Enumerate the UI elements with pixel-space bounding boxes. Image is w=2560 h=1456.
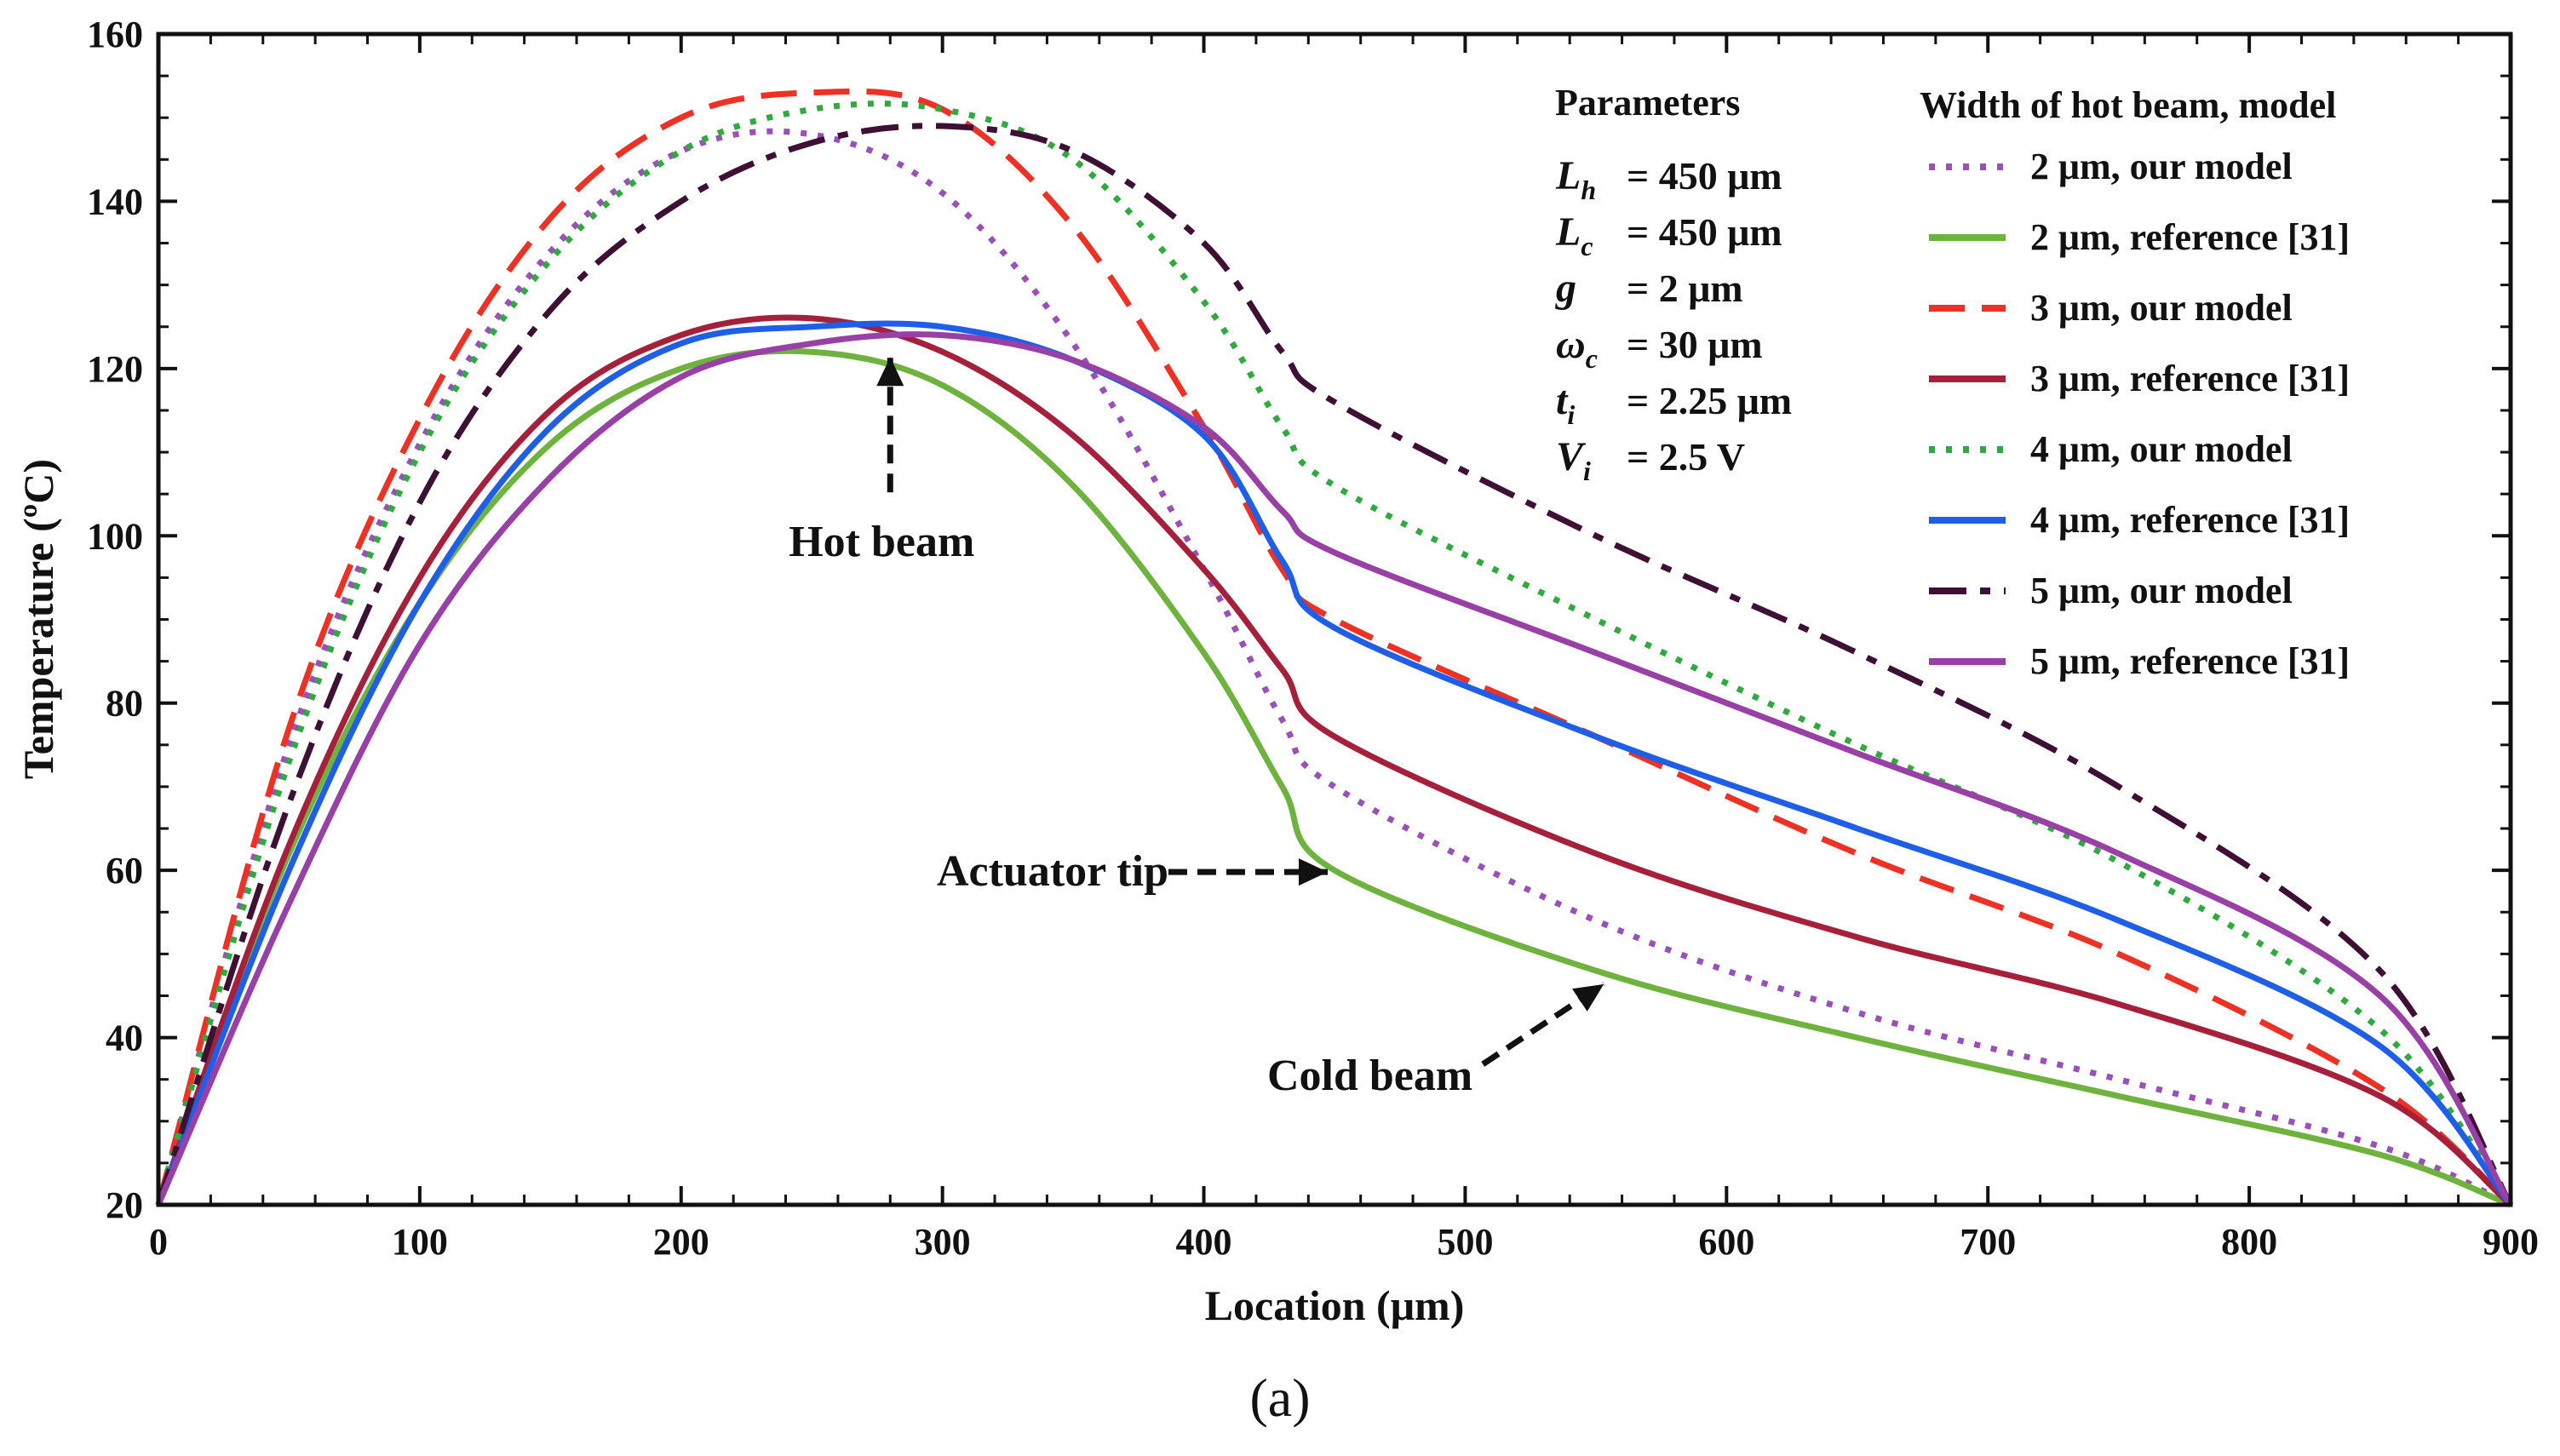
y-tick-label: 100 <box>87 515 143 557</box>
series-line-3 <box>155 88 2513 1207</box>
plot-lines <box>155 88 2514 1208</box>
y-tick-label: 120 <box>87 348 143 390</box>
parameter-4: ωc <box>1556 322 1598 374</box>
arrow-hot-beam-head <box>876 357 904 387</box>
x-tick-label: 800 <box>2221 1221 2277 1263</box>
y-tick-label: 140 <box>87 181 143 222</box>
parameter-6: Vi <box>1556 434 1591 486</box>
parameter-3: g <box>1555 266 1576 311</box>
parameter-value-4: = 30 μm <box>1627 323 1763 366</box>
legend-title: Width of hot beam, model <box>1920 84 2336 126</box>
series-line-4 <box>155 314 2513 1207</box>
figure-caption: (a) <box>1249 1367 1311 1428</box>
x-tick-label: 500 <box>1437 1221 1493 1263</box>
x-axis-label: Location (μm) <box>1205 1281 1465 1329</box>
parameter-value-2: = 450 μm <box>1627 210 1782 254</box>
arrow-actuator-tip-head <box>1299 858 1328 886</box>
x-tick-label: 400 <box>1176 1221 1232 1263</box>
series-line-5 <box>155 100 2513 1207</box>
parameter-1: Lh <box>1555 153 1596 205</box>
legend-label-5: 4 μm, our model <box>2030 428 2293 470</box>
parameter-value-1: = 450 μm <box>1627 154 1782 198</box>
parameter-2: Lc <box>1555 209 1593 261</box>
annotations: Hot beam Actuator tip Cold beam <box>789 357 1606 1100</box>
x-tick-label: 300 <box>915 1221 971 1263</box>
arrow-cold-beam-head <box>1572 983 1604 1012</box>
plot-frame <box>156 32 2513 1207</box>
series-line-6 <box>155 320 2513 1207</box>
parameters-title: Parameters <box>1555 82 1740 123</box>
parameter-value-6: = 2.5 V <box>1627 435 1745 479</box>
legend-label-6: 4 μm, reference [31] <box>2030 499 2350 541</box>
parameters-box: Parameters Lh = 450 μm Lc = 450 μm g = 2 μm ωc =… <box>1555 82 1792 486</box>
legend-label-8: 5 μm, reference [31] <box>2030 640 2350 682</box>
x-tick-label: 600 <box>1698 1221 1754 1263</box>
y-tick-label: 60 <box>106 850 143 891</box>
parameter-value-5: = 2.25 μm <box>1627 379 1792 422</box>
y-tick-label: 40 <box>106 1017 143 1059</box>
legend-label-3: 3 μm, our model <box>2030 287 2293 329</box>
legend-label-7: 5 μm, our model <box>2030 570 2293 611</box>
x-tick-label: 200 <box>653 1221 709 1263</box>
x-tick-label: 700 <box>1960 1221 2016 1263</box>
series-line-8 <box>155 331 2513 1207</box>
parameter-5: ti <box>1556 378 1575 430</box>
series-line-1 <box>155 128 2512 1208</box>
y-tick-label: 20 <box>106 1184 143 1226</box>
series-line-7 <box>155 123 2514 1207</box>
legend: Width of hot beam, model 2 μm, our model 2… <box>1920 84 2350 682</box>
label-actuator-tip: Actuator tip <box>937 847 1168 896</box>
axes: 0 100 200 300 400 500 600 700 800 900 20 40 60 80 100 1… <box>87 14 2539 1263</box>
legend-label-4: 3 μm, reference [31] <box>2030 358 2350 399</box>
x-tick-label: 100 <box>392 1221 448 1263</box>
x-tick-label: 0 <box>149 1221 168 1263</box>
x-tick-label: 900 <box>2483 1221 2539 1263</box>
parameter-value-3: = 2 μm <box>1627 267 1743 310</box>
label-cold-beam: Cold beam <box>1267 1052 1472 1100</box>
label-hot-beam: Hot beam <box>789 518 974 566</box>
y-axis-label: Temperature (ºC) <box>14 459 62 779</box>
y-tick-label: 80 <box>106 683 143 725</box>
legend-label-1: 2 μm, our model <box>2030 146 2293 187</box>
y-tick-label: 160 <box>87 14 143 55</box>
legend-label-2: 2 μm, reference [31] <box>2030 216 2350 258</box>
